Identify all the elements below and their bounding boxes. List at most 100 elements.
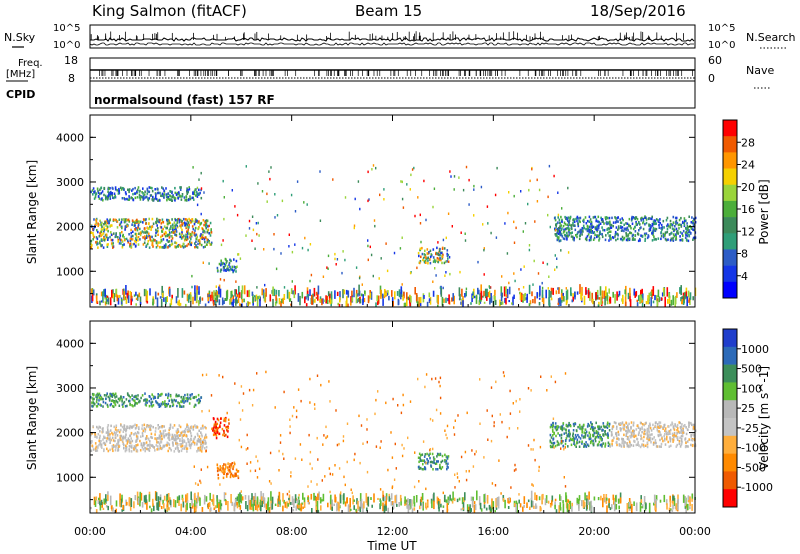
heatmap-cell bbox=[571, 438, 573, 442]
heatmap-cell bbox=[178, 498, 180, 506]
heatmap-cell bbox=[623, 433, 625, 437]
heatmap-cell bbox=[204, 494, 206, 502]
heatmap-cell bbox=[504, 298, 506, 303]
heatmap-cell bbox=[432, 205, 434, 209]
heatmap-cell bbox=[224, 268, 227, 272]
heatmap-cell bbox=[609, 220, 611, 224]
heatmap-cell bbox=[125, 444, 127, 448]
heatmap-cell bbox=[519, 292, 522, 300]
heatmap-cell bbox=[193, 437, 196, 440]
heatmap-cell bbox=[648, 224, 650, 228]
heatmap-cell bbox=[226, 435, 229, 439]
heatmap-cell bbox=[398, 289, 401, 298]
heatmap-cell bbox=[651, 239, 654, 242]
heatmap-cell bbox=[182, 236, 184, 239]
heatmap-cell bbox=[577, 433, 579, 437]
heatmap-cell bbox=[670, 299, 673, 306]
heatmap-cell bbox=[607, 434, 609, 437]
heatmap-cell bbox=[162, 227, 164, 231]
heatmap-cell bbox=[109, 218, 111, 221]
heatmap-cell bbox=[109, 394, 111, 398]
heatmap-cell bbox=[230, 464, 232, 468]
heatmap-cell bbox=[291, 250, 294, 254]
heatmap-cell bbox=[105, 440, 108, 443]
heatmap-cell bbox=[618, 433, 620, 436]
heatmap-cell bbox=[97, 191, 100, 195]
heatmap-cell bbox=[648, 426, 650, 429]
heatmap-cell bbox=[556, 227, 558, 231]
heatmap-cell bbox=[104, 197, 107, 201]
heatmap-cell bbox=[180, 433, 182, 437]
heatmap-cell bbox=[452, 293, 454, 302]
heatmap-cell bbox=[664, 437, 666, 441]
heatmap-cell bbox=[181, 494, 184, 500]
heatmap-cell bbox=[188, 186, 190, 189]
heatmap-cell bbox=[629, 293, 631, 302]
heatmap-cell bbox=[103, 289, 105, 297]
heatmap-cell bbox=[180, 449, 183, 453]
heatmap-cell bbox=[134, 196, 137, 200]
heatmap-cell bbox=[527, 499, 530, 503]
heatmap-cell bbox=[641, 299, 643, 303]
heatmap-cell bbox=[157, 393, 159, 396]
heatmap-cell bbox=[164, 234, 167, 238]
heatmap-cell bbox=[148, 227, 150, 230]
heatmap-cell bbox=[95, 223, 97, 226]
heatmap-cell bbox=[659, 218, 661, 221]
heatmap-cell bbox=[590, 231, 593, 234]
heatmap-cell bbox=[227, 425, 229, 428]
heatmap-cell bbox=[670, 423, 672, 427]
heatmap-cell bbox=[551, 434, 554, 437]
heatmap-cell bbox=[186, 399, 189, 403]
heatmap-cell bbox=[154, 437, 156, 440]
heatmap-cell bbox=[106, 245, 109, 248]
heatmap-cell bbox=[223, 266, 226, 270]
heatmap-cell bbox=[446, 456, 449, 459]
heatmap-cell bbox=[182, 501, 185, 508]
heatmap-cell bbox=[623, 444, 625, 447]
heatmap-cell bbox=[435, 259, 437, 263]
heatmap-cell bbox=[229, 299, 231, 305]
heatmap-cell bbox=[304, 236, 306, 240]
heatmap-cell bbox=[160, 506, 163, 510]
heatmap-cell bbox=[578, 230, 581, 233]
heatmap-cell bbox=[236, 496, 239, 501]
heatmap-cell bbox=[642, 439, 645, 443]
heatmap-cell bbox=[136, 449, 138, 452]
heatmap-cell bbox=[682, 229, 685, 233]
heatmap-cell bbox=[131, 439, 134, 443]
heatmap-cell bbox=[123, 447, 125, 450]
heatmap-cell bbox=[632, 421, 635, 424]
heatmap-cell bbox=[99, 223, 101, 226]
heatmap-cell bbox=[367, 496, 370, 507]
heatmap-cell bbox=[567, 216, 570, 219]
heatmap-cell bbox=[560, 233, 562, 237]
heatmap-cell bbox=[183, 221, 186, 224]
power-cbar-label: Power [dB] bbox=[757, 179, 771, 244]
heatmap-cell bbox=[239, 303, 241, 307]
heatmap-cell bbox=[159, 199, 161, 202]
heatmap-cell bbox=[107, 395, 110, 399]
heatmap-cell bbox=[620, 427, 623, 431]
heatmap-cell bbox=[562, 295, 564, 302]
heatmap-cell bbox=[99, 188, 101, 191]
heatmap-cell bbox=[631, 238, 634, 241]
heatmap-cell bbox=[100, 291, 103, 297]
heatmap-cell bbox=[173, 450, 176, 453]
heatmap-cell bbox=[266, 192, 268, 196]
heatmap-cell bbox=[134, 447, 137, 450]
heatmap-cell bbox=[192, 219, 194, 223]
heatmap-cell bbox=[141, 394, 144, 397]
heatmap-cell bbox=[189, 197, 192, 201]
heatmap-cell bbox=[229, 258, 231, 262]
heatmap-cell bbox=[432, 290, 435, 297]
heatmap-cell bbox=[657, 289, 660, 297]
heatmap-cell bbox=[598, 301, 600, 306]
heatmap-cell bbox=[187, 221, 190, 225]
heatmap-cell bbox=[120, 438, 122, 442]
heatmap-cell bbox=[193, 441, 196, 445]
heatmap-cell bbox=[589, 435, 591, 439]
heatmap-cell bbox=[528, 244, 531, 247]
heatmap-cell bbox=[482, 223, 484, 226]
heatmap-cell bbox=[123, 218, 125, 221]
